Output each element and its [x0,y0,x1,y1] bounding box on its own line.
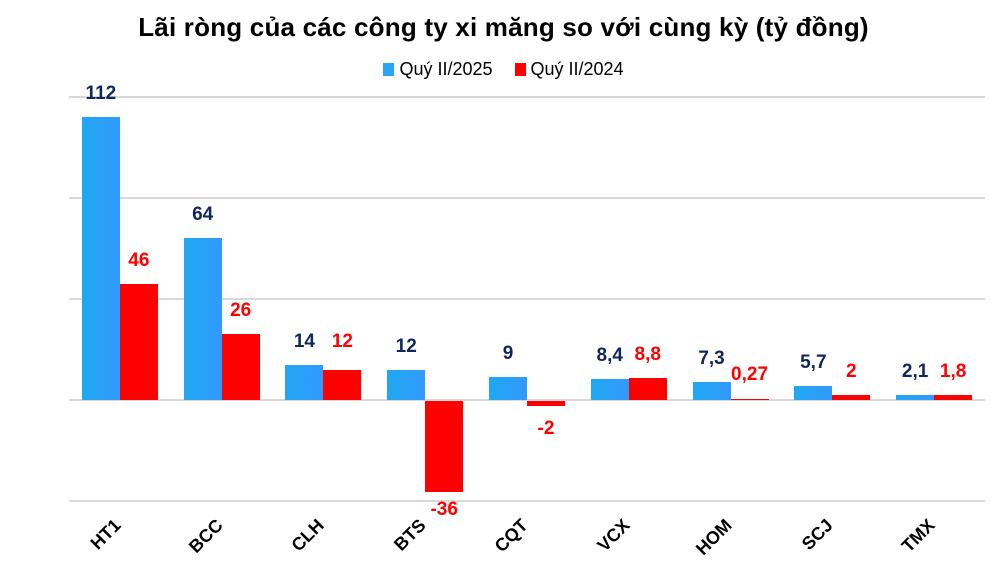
bar-bts-2024 [425,401,464,492]
gridline [69,298,985,300]
value-label-hom-2025: 7,3 [698,347,725,369]
value-label-tmx-2024: 1,8 [939,360,967,382]
category-label-ht1: HT1 [86,515,125,554]
bar-hom-2025 [692,381,731,400]
value-label-clh-2025: 14 [293,330,315,352]
gridline [69,399,985,401]
value-label-bcc-2024: 26 [230,300,252,322]
value-label-vcx-2025: 8,4 [596,344,623,366]
value-label-clh-2024: 12 [331,330,353,352]
value-label-scj-2025: 5,7 [800,351,827,373]
category-label-clh: CLH [287,515,329,556]
value-label-hom-2024: 0,27 [731,363,769,385]
legend-swatch-2024 [514,63,526,76]
bar-cqt-2024 [527,401,565,407]
value-label-tmx-2025: 2,1 [901,360,929,382]
plot-area: 112 46 HT1 64 26 BCC 14 12 CLH 12 -36 BTS 9 -2 CQT 8,4 8… [69,0,985,577]
category-label-vcx: VCX [593,515,634,556]
gridline [69,500,985,502]
category-label-tmx: TMX [897,515,939,557]
value-label-scj-2024: 2 [846,360,857,382]
value-label-bts-2024: -36 [430,498,458,520]
chart-title: Lãi ròng của các công ty xi măng so với … [138,12,869,42]
value-label-ht1-2025: 112 [85,83,117,105]
category-label-bts: BTS [390,515,430,555]
bar-ht1-2024 [119,283,158,400]
bar-tmx-2025 [896,394,935,400]
bar-bcc-2024 [221,334,260,400]
bar-vcx-2025 [590,378,629,400]
value-label-bcc-2025: 64 [192,204,214,226]
category-label-scj: SCJ [798,515,838,554]
legend-label-2024: Quý II/2024 [530,59,624,79]
value-label-ht1-2024: 46 [128,249,150,271]
legend-item-2024: Quý II/2024 [514,59,624,80]
value-label-vcx-2024: 8,8 [634,343,661,365]
bar-hom-2024 [730,399,769,400]
bar-bts-2025 [387,369,426,400]
bar-scj-2025 [794,385,833,400]
bar-tmx-2024 [934,395,973,400]
value-label-cqt-2024: -2 [537,418,555,439]
category-label-cqt: CQT [490,515,532,557]
bar-bcc-2025 [183,238,222,400]
legend-label-2025: Quý II/2025 [399,59,493,79]
legend-item-2025: Quý II/2025 [383,59,493,80]
bar-ht1-2025 [81,117,120,400]
category-label-hom: HOM [691,515,736,559]
value-label-bts-2025: 12 [395,335,417,357]
bar-scj-2024 [832,394,871,400]
value-label-cqt-2025: 9 [502,343,514,365]
bar-clh-2024 [323,369,362,400]
legend: Quý II/2025 Quý II/2024 [0,59,1007,80]
bar-clh-2025 [285,364,324,400]
legend-swatch-2025 [383,63,395,76]
bar-vcx-2024 [628,377,667,400]
gridline [69,197,985,199]
gridline [69,96,985,98]
bar-cqt-2025 [489,377,527,400]
category-label-bcc: BCC [184,515,227,557]
